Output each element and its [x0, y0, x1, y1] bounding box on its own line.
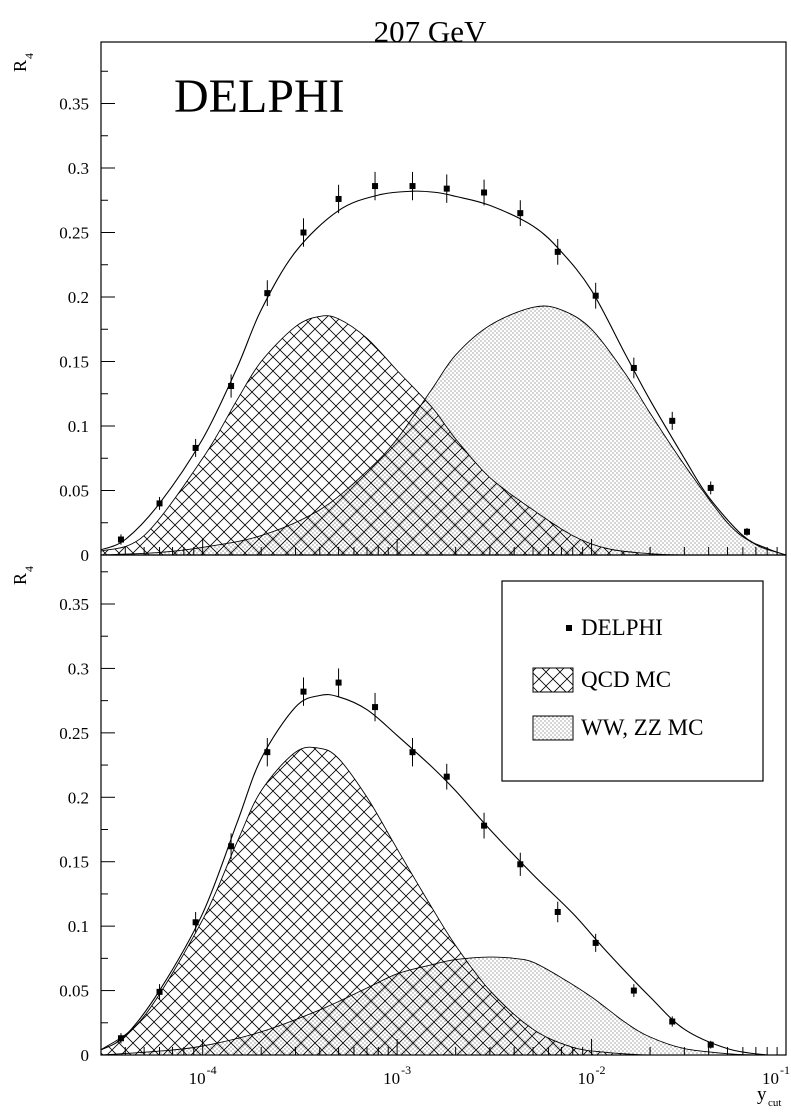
data-point	[372, 183, 379, 190]
data-point	[443, 185, 450, 192]
data-point	[592, 292, 599, 299]
y-tick-label: 0.2	[68, 788, 89, 807]
x-tick-exponent: -4	[207, 1063, 217, 1077]
data-point	[117, 1035, 124, 1042]
data-point	[592, 939, 599, 946]
data-point	[481, 189, 488, 196]
total-mc-line	[101, 693, 786, 1055]
x-tick-label: 10	[762, 1069, 779, 1088]
data-point	[669, 1018, 676, 1025]
y-tick-label: 0.1	[68, 417, 89, 436]
y-axis-label: R	[10, 573, 30, 585]
data-point	[335, 679, 342, 686]
data-point	[554, 248, 561, 255]
data-point	[228, 843, 235, 850]
data-point	[372, 704, 379, 711]
legend-crosshatch-swatch	[532, 667, 574, 693]
y-tick-label: 0.25	[59, 224, 89, 243]
x-tick-label: 10	[383, 1069, 400, 1088]
panel-title: DELPHI	[174, 70, 345, 123]
data-point	[481, 822, 488, 829]
y-tick-label: 0.05	[59, 982, 89, 1001]
data-point	[630, 364, 637, 371]
y-tick-label: 0	[81, 546, 90, 565]
y-axis-label-subscript: 4	[22, 53, 36, 59]
figure-title: 207 GeV	[374, 14, 487, 49]
total-mc-line	[101, 190, 786, 555]
y-tick-label: 0	[81, 1046, 90, 1065]
data-point	[117, 536, 124, 543]
data-point	[409, 183, 416, 190]
y-tick-label: 0.25	[59, 724, 89, 743]
legend-label: DELPHI	[581, 615, 663, 640]
y-tick-label: 0.2	[68, 288, 89, 307]
y-tick-label: 0.35	[59, 95, 89, 114]
y-tick-label: 0.15	[59, 853, 89, 872]
data-point	[443, 773, 450, 780]
top-panel: 0 0.05 0.1 0.15 0.2 0.25 0.3 0.35 R4 DELPHI	[10, 41, 787, 565]
data-point	[743, 528, 750, 535]
y-tick-label: 0.1	[68, 917, 89, 936]
legend-dotted-swatch	[532, 715, 574, 741]
y-tick-label: 0.3	[68, 659, 89, 678]
data-point	[192, 919, 199, 926]
x-tick-label: 10	[578, 1069, 595, 1088]
data-point	[264, 290, 271, 297]
y-axis-label-subscript: 4	[22, 566, 36, 572]
y-tick-label: 0.35	[59, 595, 89, 614]
data-point	[156, 988, 163, 995]
data-point	[630, 987, 637, 994]
plot-frame	[100, 554, 787, 1056]
data-point	[517, 861, 524, 868]
data-point	[517, 210, 524, 217]
legend-label: QCD MC	[581, 667, 671, 692]
data-point	[300, 688, 307, 695]
x-tick-label: 10	[189, 1069, 206, 1088]
data-point	[707, 1041, 714, 1048]
x-tick-exponent: -2	[596, 1063, 606, 1077]
x-axis-label-subscript: cut	[768, 1097, 781, 1109]
plot-area	[101, 171, 786, 555]
data-point	[300, 229, 307, 236]
legend: DELPHI QCD MC WW, ZZ MC	[501, 580, 764, 782]
data-point	[228, 383, 235, 390]
x-axis-label: y	[757, 1084, 767, 1105]
qcd-mc-area	[101, 315, 685, 555]
y-axis-label: R	[10, 60, 30, 72]
y-tick-label: 0.05	[59, 482, 89, 501]
data-point	[335, 195, 342, 202]
plot-area	[101, 668, 786, 1055]
y-tick-label: 0.15	[59, 353, 89, 372]
x-tick-exponent: -3	[401, 1063, 411, 1077]
y-tick-label: 0.3	[68, 159, 89, 178]
x-tick-exponent: -1	[780, 1063, 790, 1077]
data-point	[264, 749, 271, 756]
data-point	[554, 908, 561, 915]
data-point	[192, 444, 199, 451]
data-point	[156, 500, 163, 507]
qcd-mc-area	[101, 746, 685, 1055]
data-point	[669, 417, 676, 424]
legend-label: WW, ZZ MC	[581, 715, 703, 740]
legend-point-symbol	[566, 625, 572, 631]
data-point	[707, 484, 714, 491]
data-point	[409, 749, 416, 756]
